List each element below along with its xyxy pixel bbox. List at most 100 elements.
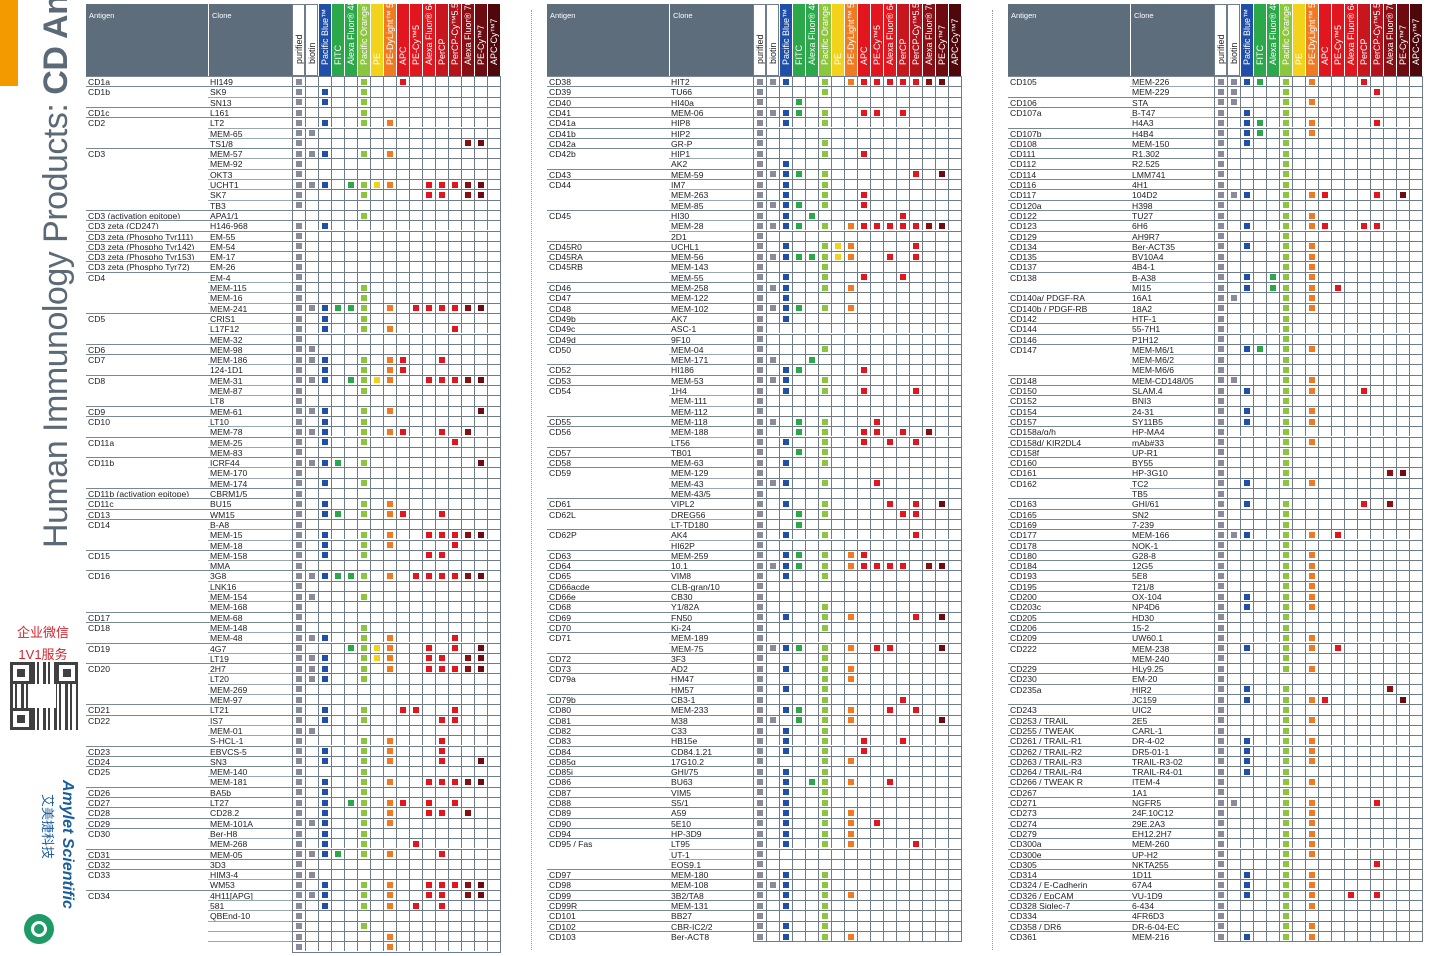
available-marker bbox=[757, 284, 763, 291]
availability-cell bbox=[383, 879, 396, 890]
availability-cell bbox=[883, 86, 896, 97]
availability-cell bbox=[1292, 220, 1305, 231]
available-marker bbox=[322, 305, 328, 312]
availability-cell bbox=[461, 477, 474, 488]
availability-cell bbox=[948, 797, 961, 808]
availability-cell bbox=[344, 457, 357, 468]
availability-cell bbox=[844, 117, 857, 128]
availability-cell bbox=[831, 652, 844, 664]
availability-cell bbox=[896, 601, 909, 612]
availability-cell bbox=[305, 117, 318, 128]
availability-cell bbox=[844, 333, 857, 344]
available-marker bbox=[296, 665, 302, 672]
availability-cell bbox=[409, 364, 422, 375]
availability-cell bbox=[292, 755, 305, 767]
availability-cell bbox=[396, 889, 409, 900]
availability-cell bbox=[318, 632, 331, 643]
antigen-cell: CD68 bbox=[547, 601, 669, 611]
available-marker bbox=[296, 264, 302, 271]
availability-cell bbox=[922, 117, 935, 128]
availability-cell bbox=[857, 848, 870, 859]
clone-cell: EM-26 bbox=[208, 261, 292, 272]
availability-cell bbox=[935, 508, 948, 519]
availability-cell bbox=[305, 724, 318, 736]
availability-cell bbox=[831, 591, 844, 602]
availability-cell bbox=[818, 168, 831, 179]
available-marker bbox=[822, 459, 828, 466]
clone-cell: Y1/82A bbox=[669, 601, 753, 612]
availability-cell bbox=[1344, 518, 1357, 530]
availability-cell bbox=[448, 385, 461, 396]
availability-cell bbox=[474, 96, 487, 107]
availability-cell bbox=[1214, 467, 1227, 478]
availability-cell bbox=[909, 251, 922, 262]
availability-cell bbox=[1396, 148, 1409, 159]
availability-cell bbox=[948, 539, 961, 550]
availability-cell bbox=[305, 869, 318, 880]
available-marker bbox=[796, 171, 802, 178]
availability-cell bbox=[935, 580, 948, 591]
availability-cell bbox=[857, 797, 870, 808]
availability-cell bbox=[831, 251, 844, 262]
availability-cell bbox=[922, 158, 935, 169]
availability-cell bbox=[805, 621, 818, 633]
available-marker bbox=[478, 655, 484, 662]
availability-cell bbox=[1305, 467, 1318, 478]
availability-cell bbox=[883, 601, 896, 612]
available-marker bbox=[822, 222, 828, 229]
availability-cell bbox=[474, 673, 487, 684]
antigen-cell: CD158f bbox=[1008, 446, 1130, 457]
availability-cell bbox=[922, 467, 935, 478]
availability-cell bbox=[1331, 106, 1344, 118]
availability-cell bbox=[396, 910, 409, 921]
availability-cell bbox=[792, 117, 805, 128]
availability-cell bbox=[461, 817, 474, 828]
availability-cell bbox=[805, 405, 818, 416]
availability-cell bbox=[1279, 282, 1292, 293]
availability-cell bbox=[766, 539, 779, 550]
available-marker bbox=[757, 542, 763, 549]
availability-cell bbox=[409, 786, 422, 797]
availability-cell bbox=[487, 549, 500, 561]
availability-cell bbox=[753, 385, 766, 396]
availability-cell bbox=[474, 704, 487, 715]
available-marker bbox=[335, 511, 341, 518]
availability-cell bbox=[1409, 96, 1422, 107]
availability-cell bbox=[831, 230, 844, 241]
availability-cell bbox=[370, 642, 383, 653]
availability-cell bbox=[1396, 518, 1409, 530]
availability-cell bbox=[1357, 436, 1370, 447]
availability-cell bbox=[805, 838, 818, 849]
available-marker bbox=[1283, 202, 1289, 209]
availability-cell bbox=[448, 333, 461, 344]
availability-cell bbox=[331, 477, 344, 488]
availability-cell bbox=[818, 323, 831, 334]
availability-cell bbox=[935, 518, 948, 530]
available-marker bbox=[478, 305, 484, 312]
availability-cell bbox=[422, 941, 435, 952]
availability-cell bbox=[318, 807, 331, 818]
available-marker bbox=[913, 614, 919, 621]
availability-cell bbox=[792, 817, 805, 828]
availability-cell bbox=[487, 189, 500, 200]
availability-cell bbox=[409, 663, 422, 674]
availability-cell bbox=[948, 488, 961, 499]
available-marker bbox=[783, 665, 789, 672]
antigen-cell bbox=[86, 364, 208, 374]
availability-cell bbox=[753, 663, 766, 674]
availability-cell bbox=[370, 683, 383, 694]
available-marker bbox=[1244, 140, 1250, 147]
available-marker bbox=[887, 439, 893, 446]
availability-cell bbox=[396, 848, 409, 859]
availability-cell bbox=[1318, 282, 1331, 293]
available-marker bbox=[1218, 181, 1224, 188]
availability-cell bbox=[422, 189, 435, 200]
availability-cell bbox=[753, 251, 766, 262]
available-marker bbox=[296, 748, 302, 755]
antigen-cell: CD138 bbox=[1008, 271, 1130, 282]
available-marker bbox=[361, 439, 367, 446]
clone-cell: MEM-154 bbox=[208, 591, 292, 601]
availability-cell bbox=[422, 127, 435, 138]
qr-code-icon[interactable] bbox=[10, 662, 78, 730]
availability-cell bbox=[1383, 508, 1396, 519]
